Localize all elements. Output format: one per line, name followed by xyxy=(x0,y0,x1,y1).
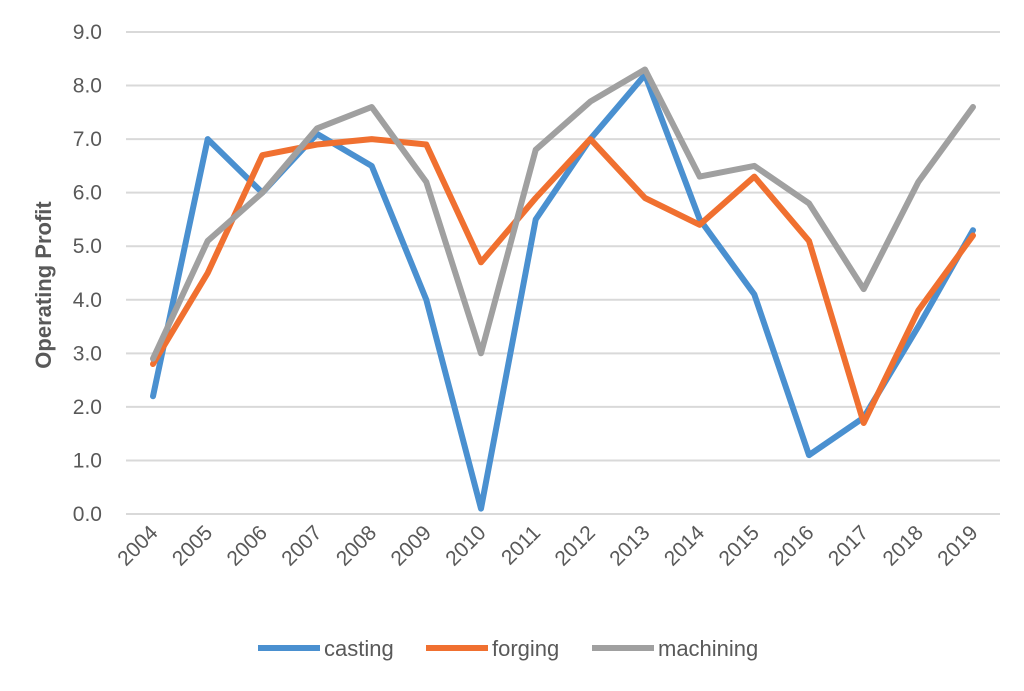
x-tick-label: 2016 xyxy=(769,521,818,570)
x-axis-ticks: 2004 2005 2006 2007 2008 2009 2010 2011 2012 2013… xyxy=(113,521,982,571)
y-axis-ticks: 0.0 1.0 2.0 3.0 4.0 5.0 6.0 7.0 8.0 9.0 xyxy=(73,21,102,526)
x-tick-label: 2010 xyxy=(441,521,490,570)
series-lines xyxy=(150,66,976,512)
legend-label-casting: casting xyxy=(324,636,394,661)
y-tick-label: 4.0 xyxy=(73,289,102,312)
y-tick-label: 7.0 xyxy=(73,128,102,151)
x-tick-label: 2011 xyxy=(497,521,545,569)
y-tick-label: 2.0 xyxy=(73,396,102,419)
x-tick-label: 2017 xyxy=(824,521,873,570)
x-tick-label: 2014 xyxy=(660,521,710,571)
x-tick-label: 2019 xyxy=(933,521,982,570)
series-line-forging xyxy=(150,136,976,426)
y-axis-title: Operating Profit xyxy=(31,201,56,369)
legend-label-machining: machining xyxy=(658,636,758,661)
y-tick-label: 0.0 xyxy=(73,503,102,526)
series-line-machining xyxy=(150,66,976,362)
legend: casting forging machining xyxy=(258,636,758,661)
gridlines xyxy=(126,31,1000,515)
x-tick-label: 2006 xyxy=(223,521,272,570)
y-tick-label: 1.0 xyxy=(73,449,102,472)
y-tick-label: 6.0 xyxy=(73,182,102,205)
x-tick-label: 2015 xyxy=(715,521,764,570)
x-tick-label: 2012 xyxy=(551,521,600,570)
x-tick-label: 2018 xyxy=(879,521,928,570)
x-tick-label: 2008 xyxy=(332,521,381,570)
legend-label-forging: forging xyxy=(492,636,559,661)
x-tick-label: 2009 xyxy=(387,521,436,570)
y-tick-label: 5.0 xyxy=(73,235,102,258)
y-tick-label: 8.0 xyxy=(73,75,102,98)
x-tick-label: 2007 xyxy=(277,521,326,570)
y-tick-label: 3.0 xyxy=(73,342,102,365)
x-tick-label: 2004 xyxy=(113,521,163,571)
y-tick-label: 9.0 xyxy=(73,21,102,44)
x-tick-label: 2013 xyxy=(605,521,654,570)
x-tick-label: 2005 xyxy=(168,521,217,570)
